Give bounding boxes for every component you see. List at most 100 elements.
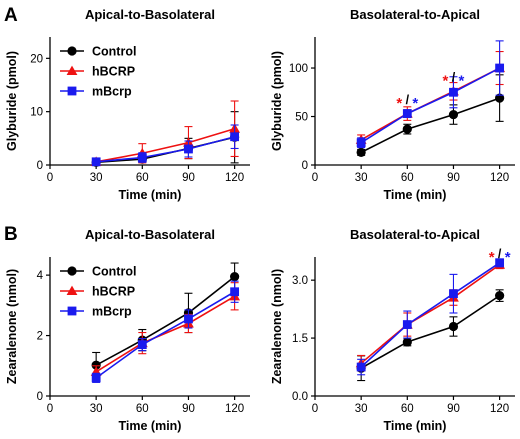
x-tick-label: 0	[312, 172, 318, 184]
series-line	[96, 135, 235, 163]
chart-title: Basolateral-to-Apical	[350, 7, 480, 22]
series-line	[95, 276, 236, 366]
legend-marker	[67, 46, 77, 56]
series-mbcrp	[91, 124, 240, 167]
legend-label-hbcrp: hBCRP	[92, 285, 135, 299]
x-axis-label: Time (min)	[119, 419, 182, 433]
y-tick-label: 0.0	[292, 391, 308, 403]
data-point	[402, 320, 412, 329]
data-point	[402, 124, 412, 134]
series-mbcrp	[356, 258, 505, 376]
significance-annotation: * / *	[396, 93, 418, 112]
series-hbcrp	[90, 100, 241, 166]
x-tick-label: 30	[355, 403, 368, 415]
x-tick-label: 30	[90, 172, 103, 184]
data-point	[448, 321, 459, 332]
x-tick-label: 90	[447, 172, 460, 184]
data-point	[184, 314, 193, 324]
significance-star-mbcrp: *	[459, 73, 465, 90]
significance-slash: /	[498, 247, 502, 261]
x-tick-label: 120	[490, 172, 509, 184]
x-tick-label: 0	[312, 403, 318, 415]
data-point	[402, 337, 412, 347]
series-line	[95, 291, 236, 379]
y-axis-label: Zearalenone (nmol)	[5, 269, 19, 384]
y-axis-label: Glyburide (pmol)	[5, 51, 19, 151]
significance-annotation: * / *	[489, 247, 511, 266]
y-tick-label: 10	[30, 107, 43, 119]
series-line	[360, 262, 501, 368]
data-point	[356, 138, 366, 148]
significance-star-mbcrp: *	[505, 249, 511, 266]
data-point	[495, 93, 505, 103]
legend-marker	[66, 65, 78, 76]
data-point	[137, 340, 147, 350]
significance-star-hbcrp: *	[489, 249, 495, 266]
chart-title: Apical-to-Basolateral	[85, 7, 215, 22]
chart-1: Apical-to-Basolateral 0 30 60 90 120 0 10 20 Time…	[5, 7, 250, 202]
x-axis-label: Time (min)	[119, 188, 182, 202]
series-line	[360, 294, 501, 369]
data-point	[495, 291, 505, 301]
legend: Control hBCRP mBcrp	[60, 45, 136, 99]
y-axis-label: Glyburide (pmol)	[270, 51, 284, 151]
series-mbcrp	[91, 280, 240, 383]
y-tick-label: 0	[37, 160, 43, 172]
legend-label-control: Control	[92, 45, 136, 59]
x-tick-label: 0	[47, 172, 53, 184]
chart-2: Basolateral-to-Apical 0 30 60 90 120 0 50 100 Tim…	[270, 7, 515, 202]
series-hbcrp	[355, 259, 506, 372]
significance-slash: /	[452, 71, 456, 85]
series-control	[356, 289, 505, 382]
y-tick-label: 4	[37, 270, 44, 282]
series-line	[360, 264, 501, 364]
series-hbcrp	[355, 50, 506, 146]
x-tick-label: 60	[401, 403, 414, 415]
significance-star-hbcrp: *	[443, 73, 449, 90]
significance-star-hbcrp: *	[396, 95, 402, 112]
x-tick-label: 120	[225, 172, 244, 184]
y-tick-label: 100	[289, 63, 308, 75]
data-point	[184, 144, 193, 154]
data-point	[230, 132, 240, 142]
x-tick-label: 90	[182, 172, 195, 184]
chart-title: Apical-to-Basolateral	[85, 227, 215, 242]
data-point	[137, 153, 147, 162]
data-point	[356, 362, 366, 372]
legend: Control hBCRP mBcrp	[60, 265, 136, 319]
y-tick-label: 3.0	[292, 275, 308, 287]
x-tick-label: 60	[136, 403, 149, 415]
significance-annotation: * / *	[443, 71, 465, 90]
data-point	[402, 109, 412, 119]
panel-letter-a: A	[4, 5, 18, 26]
y-tick-label: 20	[30, 53, 43, 65]
data-point	[230, 287, 240, 297]
data-point	[495, 63, 505, 73]
charts-group: Apical-to-Basolateral 0 30 60 90 120 0 10 20 Time…	[5, 7, 515, 433]
data-point	[230, 272, 240, 282]
data-point	[495, 258, 505, 268]
series-line	[360, 67, 500, 144]
data-point	[449, 87, 458, 97]
y-tick-label: 0	[37, 391, 43, 403]
x-axis-label: Time (min)	[384, 188, 447, 202]
legend-label-mbcrp: mBcrp	[92, 85, 132, 99]
legend-marker	[67, 306, 77, 316]
legend-marker	[66, 285, 78, 296]
x-tick-label: 90	[447, 403, 460, 415]
y-axis-label: Zearalenone (nmol)	[270, 269, 284, 384]
legend-label-mbcrp: mBcrp	[92, 305, 132, 319]
x-tick-label: 60	[401, 172, 414, 184]
series-mbcrp	[356, 40, 505, 149]
x-axis-label: Time (min)	[384, 419, 447, 433]
legend-marker	[67, 266, 77, 276]
chart-4: Basolateral-to-Apical 0 30 60 90 120 0.0 1.5 3.0…	[270, 227, 515, 433]
legend-label-hbcrp: hBCRP	[92, 65, 135, 79]
data-point	[91, 157, 101, 167]
x-tick-label: 30	[355, 172, 368, 184]
chart-title: Basolateral-to-Apical	[350, 227, 480, 242]
data-point	[91, 373, 101, 383]
panel-letter-b: B	[4, 224, 18, 245]
series-line	[96, 127, 235, 163]
y-tick-label: 0	[302, 160, 308, 172]
